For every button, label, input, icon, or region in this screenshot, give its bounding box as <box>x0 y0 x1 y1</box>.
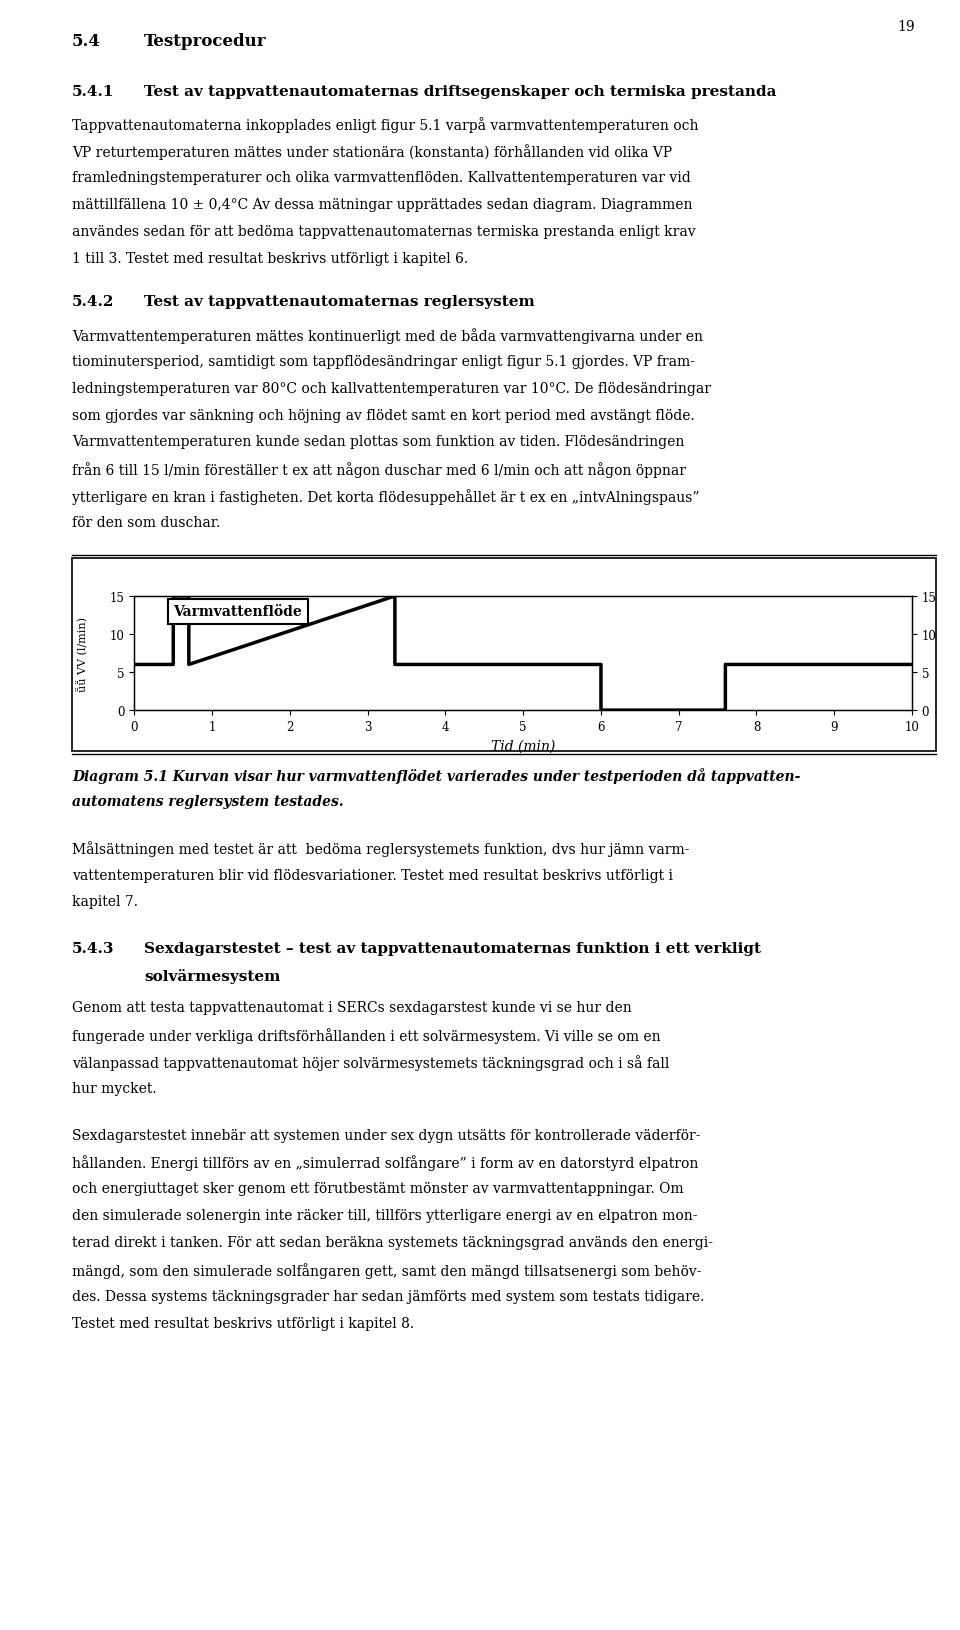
Text: framledningstemperaturer och olika varmvattenflöden. Kallvattentemperaturen var : framledningstemperaturer och olika varmv… <box>72 171 691 186</box>
Text: kapitel 7.: kapitel 7. <box>72 895 138 910</box>
Text: Tappvattenautomaterna inkopplades enligt figur 5.1 varpå varmvattentemperaturen : Tappvattenautomaterna inkopplades enligt… <box>72 117 699 134</box>
Text: terad direkt i tanken. För att sedan beräkna systemets täckningsgrad används den: terad direkt i tanken. För att sedan ber… <box>72 1236 713 1250</box>
Text: des. Dessa systems täckningsgrader har sedan jämförts med system som testats tid: des. Dessa systems täckningsgrader har s… <box>72 1289 705 1304</box>
Text: 5.4: 5.4 <box>72 33 101 49</box>
Text: mättillfällena 10 ± 0,4°C Av dessa mätningar upprättades sedan diagram. Diagramm: mättillfällena 10 ± 0,4°C Av dessa mätni… <box>72 197 692 212</box>
Text: solvärmesystem: solvärmesystem <box>144 968 280 983</box>
Text: Varmvattentemperaturen kunde sedan plottas som funktion av tiden. Flödesändringe: Varmvattentemperaturen kunde sedan plott… <box>72 435 684 450</box>
Text: Varmvattentemperaturen mättes kontinuerligt med de båda varmvattengivarna under : Varmvattentemperaturen mättes kontinuerl… <box>72 328 703 344</box>
Text: ṻṻ VV (l/min): ṻṻ VV (l/min) <box>76 616 87 691</box>
Text: Sexdagarstestet innebär att systemen under sex dygn utsätts för kontrollerade vä: Sexdagarstestet innebär att systemen und… <box>72 1128 701 1143</box>
Text: fungerade under verkliga driftsförhållanden i ett solvärmesystem. Vi ville se om: fungerade under verkliga driftsförhållan… <box>72 1027 660 1043</box>
Text: hur mycket.: hur mycket. <box>72 1081 156 1095</box>
Text: tiominutersperiod, samtidigt som tappflödesändringar enligt figur 5.1 gjordes. V: tiominutersperiod, samtidigt som tappflö… <box>72 354 695 368</box>
Text: hållanden. Energi tillförs av en „simulerrad solfångare” i form av en datorstyrd: hållanden. Energi tillförs av en „simule… <box>72 1154 698 1170</box>
Text: från 6 till 15 l/min föreställer t ex att någon duschar med 6 l/min och att någo: från 6 till 15 l/min föreställer t ex at… <box>72 461 686 478</box>
Text: 5.4.3: 5.4.3 <box>72 941 114 955</box>
Text: den simulerade solenergin inte räcker till, tillförs ytterligare energi av en el: den simulerade solenergin inte räcker ti… <box>72 1208 698 1222</box>
Text: Testprocedur: Testprocedur <box>144 33 267 49</box>
Text: användes sedan för att bedöma tappvattenautomaternas termiska prestanda enligt k: användes sedan för att bedöma tappvatten… <box>72 225 696 240</box>
Text: mängd, som den simulerade solfångaren gett, samt den mängd tillsatsenergi som be: mängd, som den simulerade solfångaren ge… <box>72 1262 702 1278</box>
Text: automatens reglersystem testades.: automatens reglersystem testades. <box>72 794 344 808</box>
Text: 5.4.2: 5.4.2 <box>72 295 114 310</box>
Text: och energiuttaget sker genom ett förutbestämt mönster av varmvattentappningar. O: och energiuttaget sker genom ett förutbe… <box>72 1182 684 1196</box>
Text: Varmvattenflöde: Varmvattenflöde <box>174 605 302 619</box>
Text: 5.4.1: 5.4.1 <box>72 85 114 99</box>
Text: ytterligare en kran i fastigheten. Det korta flödesuppehållet är t ex en „intvAl: ytterligare en kran i fastigheten. Det k… <box>72 489 700 505</box>
Text: Test av tappvattenautomaternas driftsegenskaper och termiska prestanda: Test av tappvattenautomaternas driftsege… <box>144 85 777 99</box>
Text: Sexdagarstestet – test av tappvattenautomaternas funktion i ett verkligt: Sexdagarstestet – test av tappvattenauto… <box>144 941 761 955</box>
Text: VP returtemperaturen mättes under stationära (konstanta) förhållanden vid olika : VP returtemperaturen mättes under statio… <box>72 145 672 160</box>
Text: Målsättningen med testet är att  bedöma reglersystemets funktion, dvs hur jämn v: Målsättningen med testet är att bedöma r… <box>72 841 689 857</box>
Text: Test av tappvattenautomaternas reglersystem: Test av tappvattenautomaternas reglersys… <box>144 295 535 310</box>
Text: 1 till 3. Testet med resultat beskrivs utförligt i kapitel 6.: 1 till 3. Testet med resultat beskrivs u… <box>72 251 468 266</box>
Text: Genom att testa tappvattenautomat i SERCs sexdagarstest kunde vi se hur den: Genom att testa tappvattenautomat i SERC… <box>72 1001 632 1015</box>
Text: 19: 19 <box>898 20 915 34</box>
Text: som gjordes var sänkning och höjning av flödet samt en kort period med avstängt : som gjordes var sänkning och höjning av … <box>72 408 695 422</box>
X-axis label: Tid (min): Tid (min) <box>492 738 555 753</box>
Text: för den som duschar.: för den som duschar. <box>72 515 220 530</box>
Text: välanpassad tappvattenautomat höjer solvärmesystemets täckningsgrad och i så fal: välanpassad tappvattenautomat höjer solv… <box>72 1055 669 1071</box>
Text: ledningstemperaturen var 80°C och kallvattentemperaturen var 10°C. De flödesändr: ledningstemperaturen var 80°C och kallva… <box>72 381 711 396</box>
Text: Diagram 5.1 Kurvan visar hur varmvattenflödet varierades under testperioden då t: Diagram 5.1 Kurvan visar hur varmvattenf… <box>72 768 801 784</box>
Text: Testet med resultat beskrivs utförligt i kapitel 8.: Testet med resultat beskrivs utförligt i… <box>72 1315 414 1330</box>
Text: vattentemperaturen blir vid flödesvariationer. Testet med resultat beskrivs utfö: vattentemperaturen blir vid flödesvariat… <box>72 867 673 882</box>
